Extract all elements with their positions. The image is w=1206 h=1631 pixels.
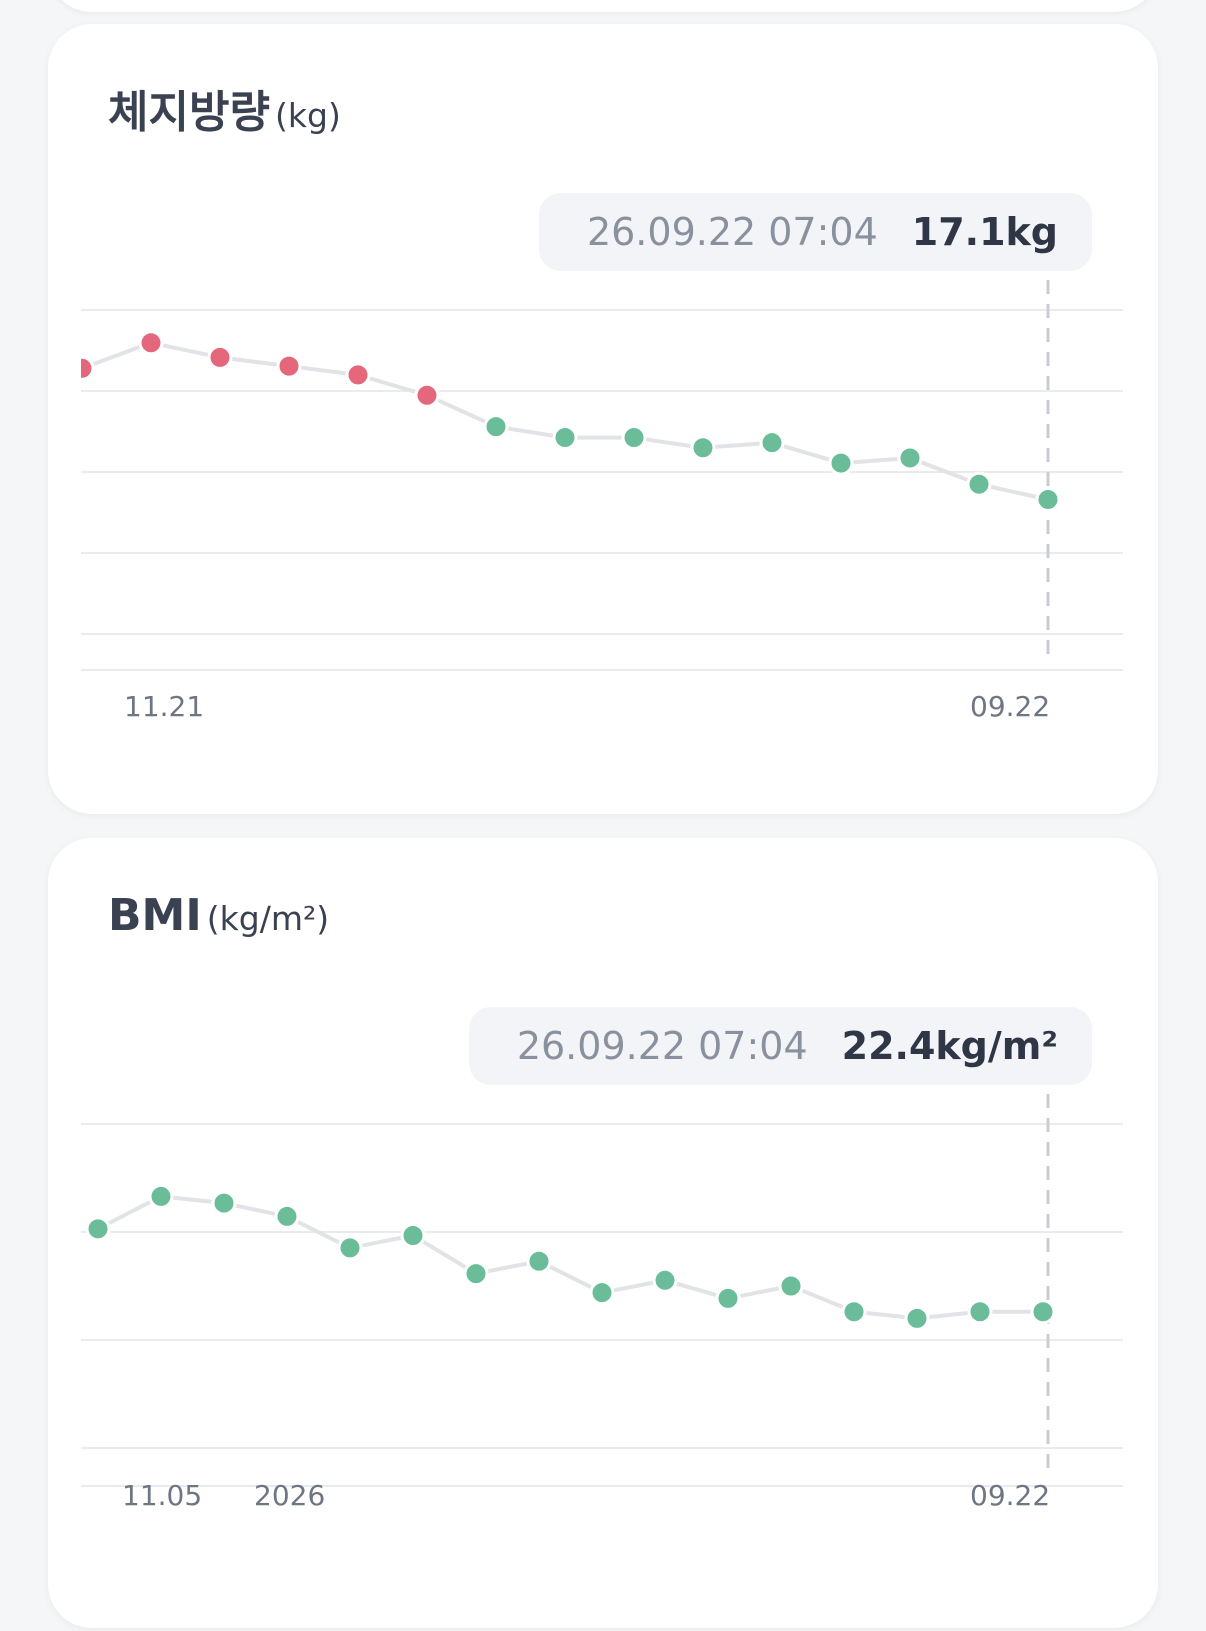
x-tick-label: 09.22 xyxy=(970,1479,1051,1512)
card-title-text: 체지방량 xyxy=(108,87,270,138)
card-title: 체지방량 (kg) xyxy=(108,76,341,140)
body-fat-chart[interactable] xyxy=(48,24,1158,814)
data-point xyxy=(414,382,440,408)
series-group xyxy=(81,330,1061,513)
card-title-text: BMI xyxy=(108,890,202,941)
bmi-chart[interactable] xyxy=(48,838,1158,1628)
body-fat-card: 체지방량 (kg) 26.09.22 07:04 17.1kg 11.21 09… xyxy=(48,24,1158,814)
data-point xyxy=(715,1285,741,1311)
x-tick-label: 09.22 xyxy=(970,690,1051,723)
data-point xyxy=(1030,1299,1056,1325)
x-tick-label: 2026 xyxy=(254,1479,326,1512)
selected-point-tooltip: 26.09.22 07:04 17.1kg xyxy=(538,193,1092,271)
series-group xyxy=(85,1183,1056,1331)
data-point xyxy=(759,430,785,456)
data-point xyxy=(81,355,95,381)
data-point xyxy=(274,1203,300,1229)
tooltip-value: 17.1kg xyxy=(911,210,1058,254)
data-point xyxy=(841,1299,867,1325)
x-tick-label: 11.05 xyxy=(122,1479,203,1512)
data-point xyxy=(526,1248,552,1274)
x-tick-label: 11.21 xyxy=(124,690,205,723)
data-point xyxy=(966,471,992,497)
data-point xyxy=(652,1267,678,1293)
data-point xyxy=(148,1183,174,1209)
data-point xyxy=(211,1190,237,1216)
series-line xyxy=(97,1194,1043,1321)
card-title-unit: (kg/m²) xyxy=(206,899,330,938)
data-point xyxy=(463,1261,489,1287)
data-point xyxy=(276,353,302,379)
data-point xyxy=(904,1305,930,1331)
data-point xyxy=(207,344,233,370)
data-point xyxy=(690,435,716,461)
previous-card-edge xyxy=(48,0,1158,12)
selected-point-tooltip: 26.09.22 07:04 22.4kg/m² xyxy=(468,1007,1092,1085)
data-point xyxy=(621,425,647,451)
data-point xyxy=(138,330,164,356)
tooltip-value: 22.4kg/m² xyxy=(841,1024,1058,1068)
data-point xyxy=(1035,487,1061,513)
data-point xyxy=(778,1273,804,1299)
tooltip-date: 26.09.22 07:04 xyxy=(586,210,878,254)
bmi-card: BMI (kg/m²) 26.09.22 07:04 22.4kg/m² 11.… xyxy=(48,838,1158,1628)
tooltip-date: 26.09.22 07:04 xyxy=(516,1024,808,1068)
card-title: BMI (kg/m²) xyxy=(108,890,329,941)
card-title-unit: (kg) xyxy=(275,96,341,135)
data-point xyxy=(552,425,578,451)
data-point xyxy=(337,1235,363,1261)
data-point xyxy=(345,362,371,388)
data-point xyxy=(828,450,854,476)
data-point xyxy=(85,1216,111,1242)
data-point xyxy=(483,414,509,440)
data-point xyxy=(589,1280,615,1306)
data-point xyxy=(967,1299,993,1325)
data-point xyxy=(897,445,923,471)
data-point xyxy=(400,1222,426,1248)
